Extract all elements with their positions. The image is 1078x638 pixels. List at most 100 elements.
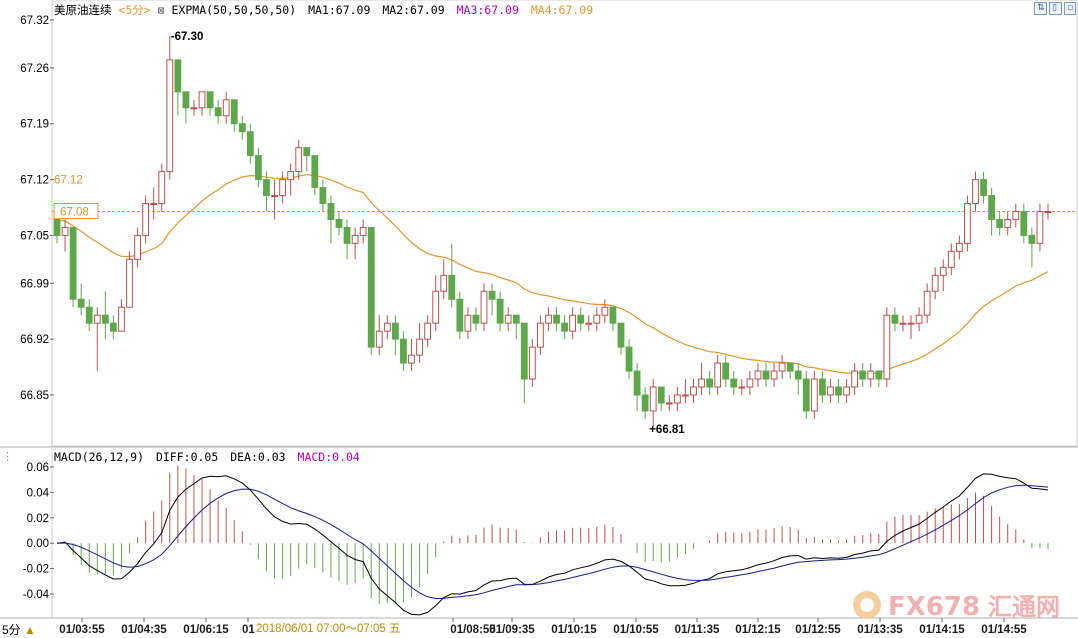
diff-line bbox=[56, 473, 1049, 616]
candle-body bbox=[408, 354, 415, 364]
candle bbox=[1028, 227, 1036, 268]
candle bbox=[520, 322, 528, 403]
candle bbox=[843, 379, 850, 403]
price-tick-label: 67.26 bbox=[20, 63, 49, 75]
candle bbox=[126, 251, 133, 308]
candle-body bbox=[577, 314, 585, 324]
candle bbox=[665, 395, 673, 411]
candle-body bbox=[939, 266, 947, 276]
macd-tick-label: -0.04 bbox=[23, 589, 50, 601]
candle bbox=[230, 99, 238, 132]
candle bbox=[391, 315, 399, 356]
candle bbox=[907, 315, 915, 340]
candle-body bbox=[754, 370, 762, 380]
candle bbox=[633, 363, 641, 411]
candle bbox=[504, 307, 512, 332]
candle bbox=[867, 363, 875, 388]
macd-label: MACD(26,12,9) bbox=[54, 450, 144, 464]
cursor-date-range: 2018/06/01 07:00～07:05 五 bbox=[256, 623, 401, 635]
candle bbox=[488, 283, 496, 316]
candle bbox=[545, 307, 552, 332]
time-tick-label: 01/03:55 bbox=[59, 624, 105, 636]
candle-body bbox=[988, 195, 996, 220]
macd-tick-label: 0.06 bbox=[27, 462, 49, 474]
candle bbox=[182, 91, 190, 124]
time-tick-label: 01/13:35 bbox=[857, 624, 903, 636]
candle bbox=[891, 307, 899, 332]
candle-body bbox=[980, 179, 987, 197]
candle-body bbox=[174, 59, 182, 93]
candle bbox=[1012, 203, 1020, 228]
zoom-out-button[interactable]: ▯ bbox=[1049, 2, 1062, 15]
candle bbox=[464, 307, 472, 340]
zoom-out-icon: ▯ bbox=[1052, 3, 1057, 13]
candle bbox=[996, 211, 1004, 236]
candle bbox=[690, 379, 697, 403]
candle bbox=[335, 211, 343, 236]
candle-body bbox=[1020, 210, 1028, 236]
candle-body bbox=[899, 322, 907, 325]
candle-body bbox=[383, 322, 391, 332]
candle-body bbox=[706, 378, 714, 388]
candle bbox=[730, 371, 738, 395]
candle bbox=[649, 379, 657, 427]
candle bbox=[714, 355, 722, 395]
candle-body bbox=[118, 306, 125, 332]
candle bbox=[939, 259, 947, 292]
candle-body bbox=[246, 131, 254, 157]
zoom-in-button[interactable]: ⇅ bbox=[1034, 2, 1047, 15]
candle-body bbox=[827, 386, 834, 396]
candle-body bbox=[972, 179, 979, 205]
low-price-label: +66.81 bbox=[649, 424, 685, 436]
candle-body bbox=[512, 314, 520, 324]
candle-body bbox=[649, 386, 657, 412]
candle bbox=[85, 299, 93, 332]
time-tick-label: 01/09:35 bbox=[489, 624, 535, 636]
candle bbox=[512, 314, 520, 340]
candle-body bbox=[504, 314, 512, 324]
candle bbox=[537, 315, 544, 356]
candle bbox=[923, 283, 931, 324]
candle bbox=[101, 291, 109, 340]
candle bbox=[118, 299, 125, 332]
macd-tick-label: 0.02 bbox=[27, 513, 49, 525]
candle-body bbox=[230, 99, 238, 125]
candle bbox=[222, 91, 230, 124]
candle-body bbox=[1036, 210, 1044, 244]
ma-line bbox=[56, 174, 1049, 375]
candle-body bbox=[279, 179, 286, 197]
watermark-logo-inner bbox=[860, 598, 874, 612]
candle-body bbox=[343, 226, 351, 244]
macd-lines bbox=[56, 473, 1049, 616]
candle-body bbox=[601, 306, 609, 316]
time-tick-label: 01/04:35 bbox=[121, 624, 167, 636]
zoom-in-icon: ⇅ bbox=[1037, 3, 1045, 13]
candle-body bbox=[190, 107, 198, 110]
candle bbox=[585, 315, 593, 332]
candle-body bbox=[271, 195, 278, 198]
period-arrow-icon: ▲ bbox=[24, 623, 36, 637]
period-label: 5分 bbox=[2, 623, 21, 637]
candle-body bbox=[915, 314, 923, 324]
candle bbox=[408, 339, 415, 372]
candle-body bbox=[359, 226, 367, 236]
candle-body bbox=[835, 386, 842, 396]
ma4-label: MA4:67.09 bbox=[531, 3, 593, 17]
candle bbox=[794, 363, 802, 395]
candle bbox=[955, 235, 963, 260]
candle-body bbox=[367, 226, 375, 348]
fx678-watermark: FX678 汇通网 bbox=[853, 591, 1060, 622]
candle bbox=[593, 307, 601, 332]
ref-value-label: 67.08 bbox=[60, 206, 89, 218]
candle-body bbox=[698, 378, 705, 388]
close-panel-button[interactable]: ▫ bbox=[1064, 2, 1076, 15]
time-tick-label: 01 bbox=[242, 624, 255, 636]
candle-body bbox=[593, 314, 601, 324]
period-selector[interactable]: 5分 ▲ bbox=[2, 621, 36, 638]
candle-body bbox=[416, 338, 423, 356]
candle bbox=[359, 219, 367, 244]
candle bbox=[528, 339, 536, 388]
candle bbox=[319, 179, 327, 212]
candle-body bbox=[1012, 210, 1020, 220]
candle bbox=[706, 371, 714, 395]
